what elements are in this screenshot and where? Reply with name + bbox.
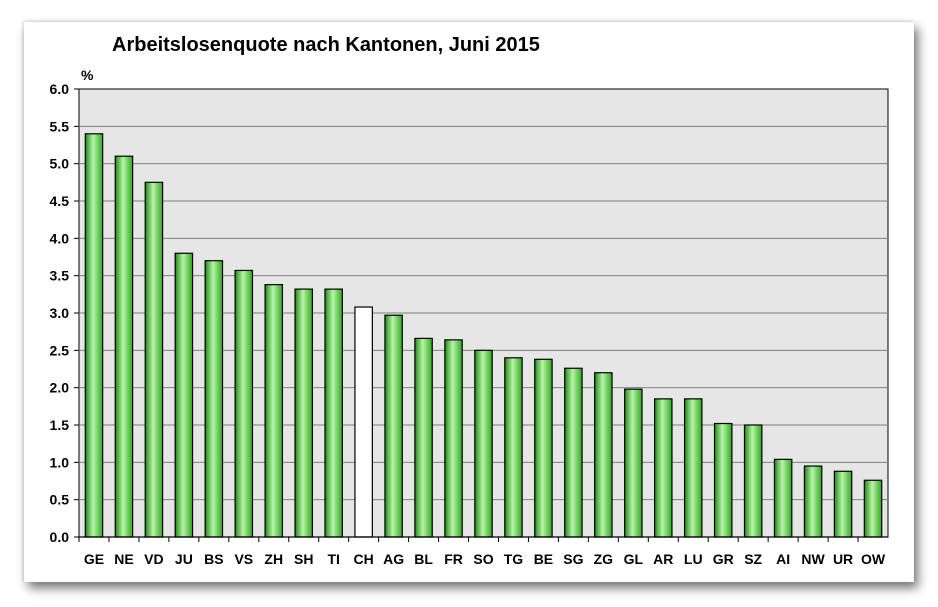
bar-ow (863, 479, 883, 538)
x-tick-label: TG (504, 551, 524, 567)
bar-bs (204, 260, 224, 538)
x-tick-label: SH (294, 551, 313, 567)
bar-fr (444, 339, 463, 538)
y-tick-label: 4.5 (50, 193, 70, 209)
bar-zh (264, 284, 284, 538)
bar-ne (114, 155, 134, 538)
bar-be (534, 358, 553, 538)
y-tick-label: 1.0 (50, 454, 70, 470)
x-tick-label: BS (204, 551, 223, 567)
x-tick-label: NW (801, 551, 825, 567)
x-tick-label: GR (713, 551, 734, 567)
x-tick-label: VD (144, 551, 163, 567)
y-tick-label: 6.0 (50, 81, 70, 97)
y-tick-label: 5.0 (50, 156, 70, 172)
x-tick-label: GE (84, 551, 104, 567)
x-tick-label: FR (444, 551, 463, 567)
bar-sz (743, 424, 763, 538)
bar-ch (354, 306, 373, 538)
x-tick-label: ZH (264, 551, 283, 567)
x-tick-label: LU (684, 551, 703, 567)
x-tick-label: BE (534, 551, 553, 567)
x-tick-label: AR (653, 551, 673, 567)
x-tick-label: UR (833, 551, 853, 567)
y-tick-label: 2.5 (50, 342, 70, 358)
bar-ag (384, 314, 403, 538)
bar-lu (683, 398, 703, 538)
x-tick-label: OW (861, 551, 886, 567)
x-tick-label: JU (175, 551, 193, 567)
bar-ge (84, 133, 104, 538)
x-tick-label: CH (354, 551, 374, 567)
y-tick-label: 5.5 (50, 118, 70, 134)
plot-area: 0.0 0.5 1.0 1.5 2.0 2.5 3.0 3.5 4.0 4.5 5.0 5.5 6.0 G… (50, 81, 889, 567)
y-tick-label: 2.0 (50, 380, 70, 396)
x-tick-label: AG (383, 551, 404, 567)
x-tick-label: AI (776, 551, 790, 567)
y-tick-label: 1.5 (50, 417, 70, 433)
x-tick-label: BL (414, 551, 433, 567)
y-tick-label: 3.0 (50, 305, 70, 321)
bar-ar (653, 398, 673, 538)
bar-ai (773, 458, 793, 538)
bar-tg (504, 357, 523, 538)
x-tick-label: VS (234, 551, 253, 567)
bar-zg (594, 372, 613, 538)
x-tick-label: SG (563, 551, 583, 567)
bar-sg (564, 367, 583, 538)
bar-gl (624, 388, 643, 538)
y-tick-label: 0.0 (50, 529, 70, 545)
bar-so (474, 349, 493, 538)
y-tick-label: 4.0 (50, 230, 70, 246)
x-tick-label: SZ (744, 551, 762, 567)
bar-sh (294, 288, 314, 538)
x-tick-label: TI (327, 551, 339, 567)
bar-bl (414, 337, 433, 538)
y-axis-unit: % (81, 67, 94, 83)
bar-ti (324, 288, 343, 538)
y-tick-label: 3.5 (50, 268, 70, 284)
x-tick-label: ZG (594, 551, 614, 567)
x-tick-label: SO (473, 551, 493, 567)
bar-ur (833, 470, 853, 538)
x-tick-label: NE (114, 551, 133, 567)
bar-nw (803, 465, 823, 538)
bar-vd (144, 181, 164, 538)
y-tick-label: 0.5 (50, 492, 70, 508)
bar-vs (234, 269, 254, 538)
chart-title: Arbeitslosenquote nach Kantonen, Juni 20… (112, 34, 540, 56)
x-tick-label: GL (624, 551, 644, 567)
bar-ju (174, 252, 194, 538)
bar-gr (713, 422, 733, 538)
